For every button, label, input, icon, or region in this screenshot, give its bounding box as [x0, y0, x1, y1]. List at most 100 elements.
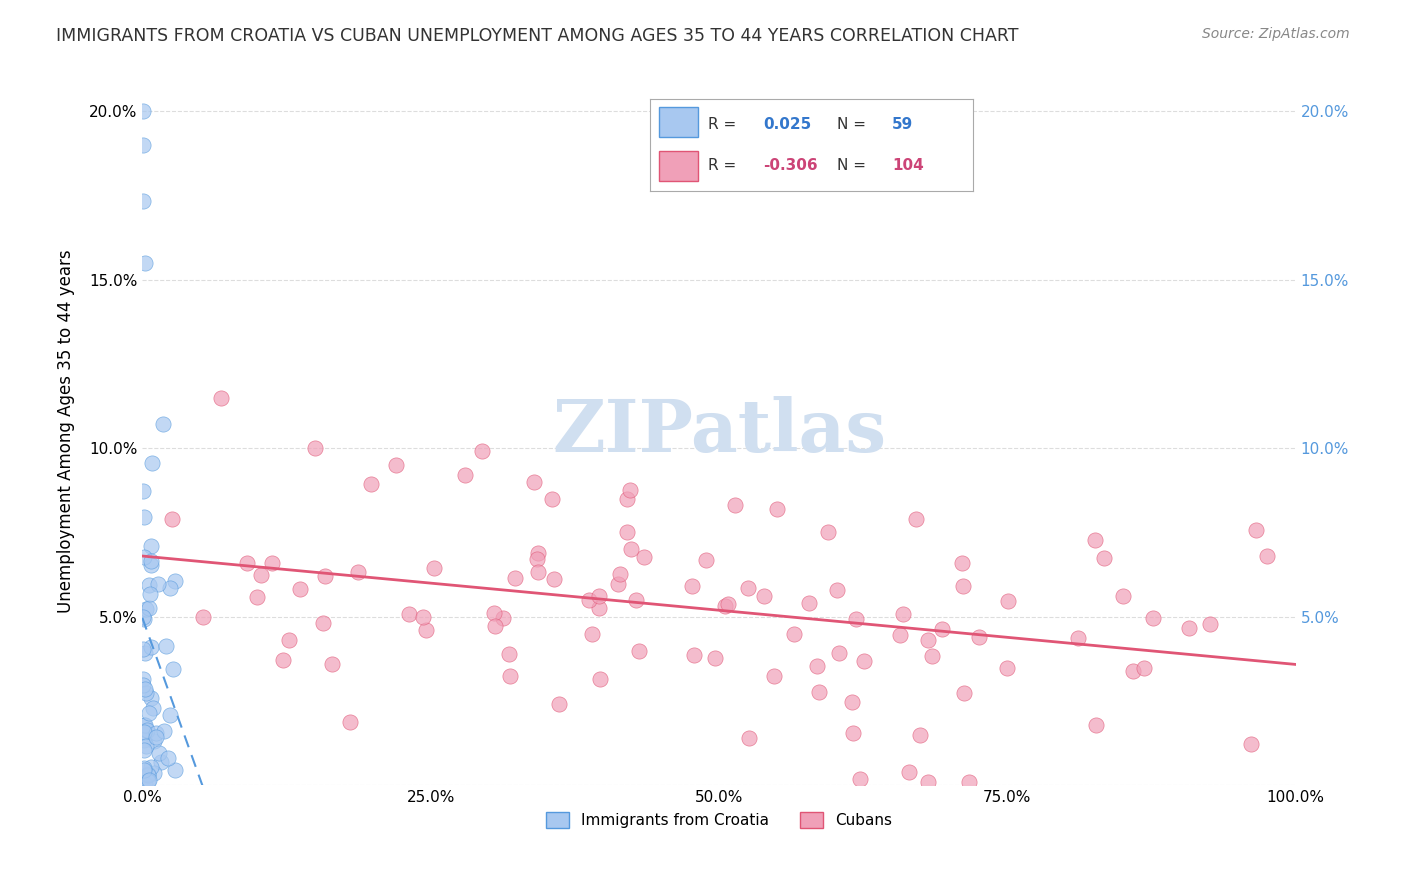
Cubans: [763, 669, 786, 683]
Cubans: [627, 643, 650, 657]
Cubans: [1246, 523, 1268, 537]
Text: ZIPatlas: ZIPatlas: [553, 396, 886, 467]
Immigrants from Croatia: [134, 646, 156, 660]
Immigrants from Croatia: [134, 777, 156, 791]
Cubans: [589, 672, 612, 686]
Cubans: [737, 581, 759, 595]
Cubans: [752, 589, 775, 603]
Cubans: [724, 499, 747, 513]
Immigrants from Croatia: [142, 701, 165, 715]
Immigrants from Croatia: [139, 640, 162, 654]
Cubans: [606, 577, 628, 591]
Cubans: [904, 512, 927, 526]
Immigrants from Croatia: [136, 773, 159, 788]
Cubans: [931, 622, 953, 636]
Legend: Immigrants from Croatia, Cubans: Immigrants from Croatia, Cubans: [540, 805, 898, 834]
Cubans: [581, 626, 603, 640]
Cubans: [526, 546, 548, 560]
Cubans: [609, 567, 631, 582]
Immigrants from Croatia: [132, 763, 155, 777]
Cubans: [412, 610, 434, 624]
Immigrants from Croatia: [132, 733, 155, 747]
Cubans: [1133, 661, 1156, 675]
Cubans: [828, 647, 851, 661]
Immigrants from Croatia: [143, 733, 166, 747]
Cubans: [827, 582, 849, 597]
Immigrants from Croatia: [132, 641, 155, 656]
Cubans: [588, 589, 610, 603]
Immigrants from Croatia: [142, 766, 165, 780]
Cubans: [498, 647, 520, 661]
Cubans: [842, 726, 865, 740]
Cubans: [385, 458, 408, 472]
Cubans: [321, 657, 343, 671]
Immigrants from Croatia: [153, 723, 176, 738]
Cubans: [304, 441, 326, 455]
Immigrants from Croatia: [132, 678, 155, 692]
Immigrants from Croatia: [134, 724, 156, 739]
Immigrants from Croatia: [146, 577, 169, 591]
Cubans: [347, 565, 370, 579]
Cubans: [1142, 610, 1164, 624]
Immigrants from Croatia: [139, 558, 162, 573]
Immigrants from Croatia: [155, 640, 177, 654]
Cubans: [160, 512, 183, 526]
Cubans: [526, 552, 548, 566]
Immigrants from Croatia: [163, 574, 186, 588]
Cubans: [619, 483, 641, 497]
Immigrants from Croatia: [145, 726, 167, 740]
Cubans: [236, 556, 259, 570]
Immigrants from Croatia: [138, 578, 160, 592]
Cubans: [714, 599, 737, 614]
Cubans: [633, 550, 655, 565]
Immigrants from Croatia: [132, 104, 155, 119]
Cubans: [897, 765, 920, 780]
Cubans: [471, 443, 494, 458]
Cubans: [271, 653, 294, 667]
Cubans: [523, 475, 546, 489]
Cubans: [844, 612, 866, 626]
Cubans: [616, 491, 638, 506]
Cubans: [1199, 617, 1222, 632]
Cubans: [423, 560, 446, 574]
Immigrants from Croatia: [134, 718, 156, 732]
Immigrants from Croatia: [139, 554, 162, 568]
Cubans: [921, 648, 943, 663]
Immigrants from Croatia: [132, 609, 155, 624]
Immigrants from Croatia: [132, 194, 155, 208]
Cubans: [1256, 549, 1278, 564]
Cubans: [547, 697, 569, 711]
Cubans: [952, 579, 974, 593]
Cubans: [246, 590, 269, 604]
Cubans: [1240, 737, 1263, 751]
Cubans: [578, 592, 600, 607]
Cubans: [454, 468, 477, 483]
Cubans: [588, 601, 610, 615]
Cubans: [1112, 589, 1135, 603]
Cubans: [503, 571, 526, 585]
Immigrants from Croatia: [132, 483, 155, 498]
Immigrants from Croatia: [162, 663, 184, 677]
Cubans: [995, 661, 1018, 675]
Immigrants from Croatia: [135, 724, 157, 739]
Immigrants from Croatia: [132, 137, 155, 152]
Cubans: [290, 582, 312, 597]
Cubans: [704, 651, 727, 665]
Immigrants from Croatia: [135, 686, 157, 700]
Cubans: [415, 624, 437, 638]
Text: IMMIGRANTS FROM CROATIA VS CUBAN UNEMPLOYMENT AMONG AGES 35 TO 44 YEARS CORRELAT: IMMIGRANTS FROM CROATIA VS CUBAN UNEMPLO…: [56, 27, 1019, 45]
Cubans: [1084, 533, 1107, 548]
Cubans: [683, 648, 706, 662]
Immigrants from Croatia: [132, 509, 155, 524]
Immigrants from Croatia: [148, 746, 170, 760]
Immigrants from Croatia: [139, 539, 162, 553]
Cubans: [848, 772, 870, 786]
Cubans: [917, 774, 939, 789]
Immigrants from Croatia: [138, 587, 160, 601]
Immigrants from Croatia: [134, 612, 156, 626]
Cubans: [209, 391, 232, 405]
Immigrants from Croatia: [157, 750, 180, 764]
Immigrants from Croatia: [136, 767, 159, 781]
Cubans: [997, 594, 1019, 608]
Cubans: [1177, 621, 1199, 635]
